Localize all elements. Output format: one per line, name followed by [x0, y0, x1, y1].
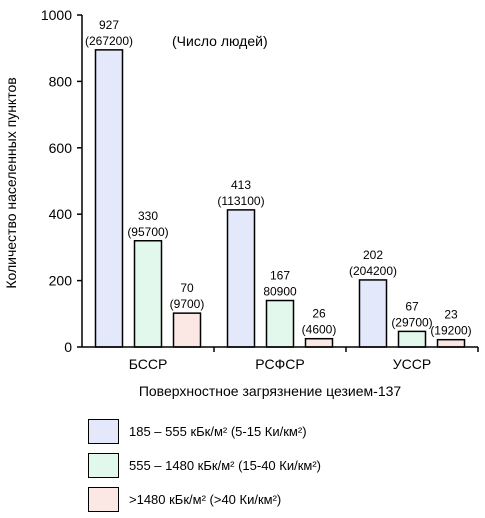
bar-value-label: 70	[180, 281, 194, 295]
bar-value-label: 167	[270, 269, 290, 283]
y-tick-label: 600	[49, 140, 73, 156]
y-axis-title: Количество населенных пунктов	[3, 77, 19, 288]
y-tick-label: 800	[49, 73, 73, 89]
bar-people-label: (204200)	[349, 264, 397, 278]
x-tick-label: УССР	[393, 356, 431, 372]
bar-value-label: 23	[444, 308, 458, 322]
bar-chart: 0 200 400 600 800 1000 927 (267200) 330 (95700) 7…	[3, 7, 479, 399]
bar	[94, 49, 124, 348]
y-tick-label: 1000	[41, 7, 72, 23]
bar	[358, 279, 388, 348]
x-axis-title: Поверхностное загрязнение цезием-137	[139, 383, 402, 399]
bar-value-label: 202	[363, 248, 383, 262]
bar	[265, 299, 295, 348]
bar	[226, 209, 256, 348]
bar-value-label: 413	[231, 178, 251, 192]
bar	[172, 312, 202, 348]
legend-swatch	[88, 486, 119, 512]
bar-people-label: (95700)	[127, 225, 168, 239]
legend-label: 555 – 1480 кБк/м² (15-40 Ки/км²)	[129, 457, 321, 473]
bar-people-label: (19200)	[430, 324, 471, 338]
legend-item: >1480 кБк/м² (>40 Ки/км²)	[88, 484, 321, 514]
x-tick-label: БССР	[129, 356, 168, 372]
bar-value-label: 927	[99, 18, 119, 32]
legend-item: 555 – 1480 кБк/м² (15-40 Ки/км²)	[88, 450, 321, 480]
bar-value-label: 330	[138, 209, 158, 223]
chart-annotation: (Число людей)	[172, 33, 268, 49]
legend-label: 185 – 555 кБк/м² (5-15 Ки/км²)	[129, 423, 307, 439]
legend: 185 – 555 кБк/м² (5-15 Ки/км²) 555 – 148…	[88, 416, 321, 518]
bar-people-label: (9700)	[170, 297, 205, 311]
x-tick-label: РСФСР	[255, 356, 304, 372]
y-tick-label: 200	[49, 273, 73, 289]
bar-people-label: (113100)	[217, 194, 264, 208]
legend-swatch	[88, 452, 119, 478]
y-tick-label: 0	[64, 339, 72, 355]
bar	[436, 338, 466, 348]
legend-swatch	[88, 418, 119, 444]
bar-people-label: 80900	[263, 285, 297, 299]
bar-value-label: 26	[312, 307, 326, 321]
bar	[397, 330, 427, 348]
bar	[304, 337, 334, 348]
y-tick-label: 400	[49, 206, 73, 222]
bar	[133, 240, 163, 348]
bar-value-label: 67	[405, 299, 419, 313]
legend-label: >1480 кБк/м² (>40 Ки/км²)	[129, 491, 282, 507]
bar-people-label: (267200)	[85, 34, 133, 48]
bar-people-label: (4600)	[302, 323, 337, 337]
bar-people-label: (29700)	[391, 315, 432, 329]
legend-item: 185 – 555 кБк/м² (5-15 Ки/км²)	[88, 416, 321, 446]
